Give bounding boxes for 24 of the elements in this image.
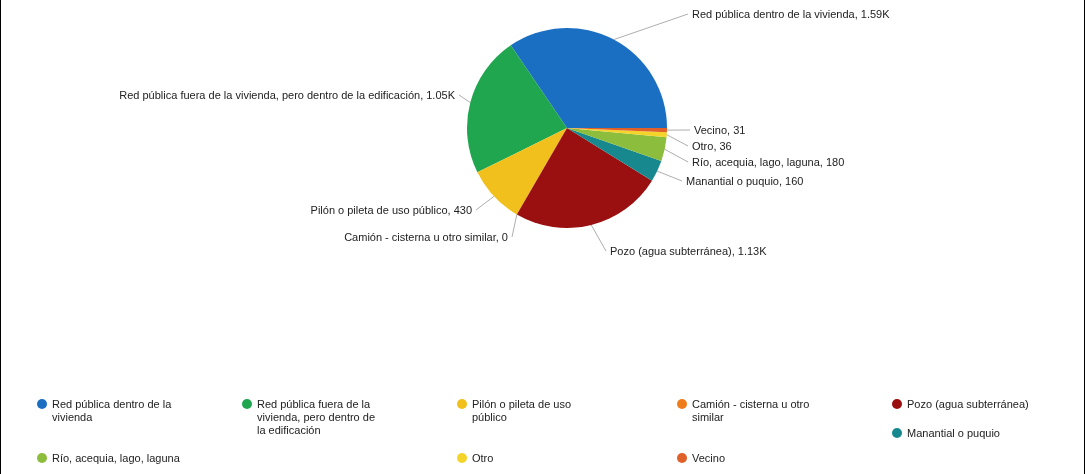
legend-label: Camión - cisterna u otro similar — [692, 398, 810, 423]
pie-slice — [567, 128, 662, 181]
data-label: Otro, 36 — [692, 140, 732, 152]
pie-slice — [516, 128, 652, 228]
pie-slice — [510, 28, 667, 128]
data-label: Vecino, 31 — [694, 124, 746, 136]
data-label: Red pública fuera de la vivienda, pero dentro de la edificación, 1.05K — [119, 89, 456, 101]
legend-label: Vecino — [692, 452, 726, 464]
data-label: Pilón o pileta de uso público, 430 — [310, 204, 472, 216]
data-label: Manantial o puquio, 160 — [686, 175, 804, 187]
data-label: Río, acequia, lago, laguna, 180 — [692, 156, 845, 168]
legend-label: Río, acequia, lago, laguna — [52, 452, 181, 464]
pie-slice — [467, 45, 567, 173]
legend-label: Otro — [472, 452, 494, 464]
data-label: Pozo (agua subterránea), 1.13K — [610, 245, 768, 257]
data-label: Red pública dentro de la vivienda, 1.59K — [692, 8, 891, 20]
legend-label: Red pública fuera de la vivienda, pero dentro de la edificación — [257, 398, 376, 436]
pie-slice — [567, 128, 667, 162]
legend-label: Pozo (agua subterránea) — [907, 398, 1029, 410]
pie-slice — [477, 128, 567, 215]
legend-label: Red pública dentro de la vivienda — [52, 398, 173, 423]
legend-label: Pilón o pileta de uso público — [472, 398, 572, 423]
text: Camión - cisterna u otro similar, 0 — [344, 231, 508, 243]
legend-label: Manantial o puquio — [907, 427, 1000, 439]
